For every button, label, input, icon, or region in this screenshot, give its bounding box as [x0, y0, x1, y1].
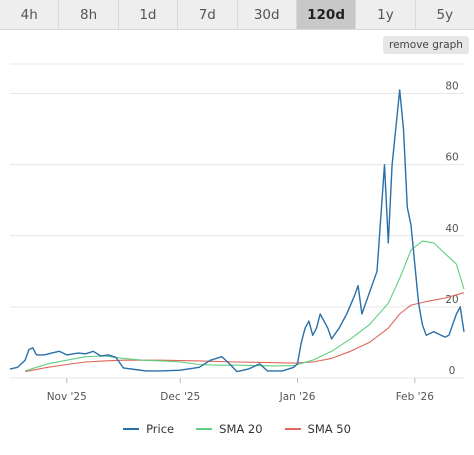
timeframe-tabs: 4h 8h 1d 7d 30d 120d 1y 5y [0, 0, 474, 30]
tab-5y[interactable]: 5y [415, 0, 474, 29]
x-tick-label: Jan '26 [279, 391, 316, 403]
y-tick-label: 80 [445, 81, 458, 93]
legend-label: Price [146, 422, 175, 436]
tab-30d[interactable]: 30d [237, 0, 297, 29]
tab-1y[interactable]: 1y [356, 0, 416, 29]
legend-label: SMA 20 [219, 422, 263, 436]
legend-swatch [284, 428, 301, 430]
tab-8h[interactable]: 8h [59, 0, 119, 29]
x-tick-label: Nov '25 [47, 391, 87, 403]
chart-legend: Price SMA 20 SMA 50 [0, 421, 474, 437]
x-axis-ticks: Nov '25 Dec '25 Jan '26 Feb '26 [47, 378, 434, 403]
tab-7d[interactable]: 7d [178, 0, 238, 29]
x-tick-label: Dec '25 [160, 391, 200, 403]
series-line-sma-20 [24, 240, 465, 372]
series-line-sma-50 [24, 292, 465, 373]
remove-graph-button[interactable]: remove graph [383, 36, 469, 54]
chart-series [9, 89, 465, 373]
series-line-price [9, 89, 465, 373]
chart-grid [10, 63, 464, 379]
legend-swatch [123, 428, 140, 430]
legend-label: SMA 50 [307, 422, 351, 436]
legend-item-sma-50[interactable]: SMA 50 [284, 421, 351, 437]
tab-4h[interactable]: 4h [0, 0, 60, 29]
x-tick-label: Feb '26 [396, 391, 434, 403]
legend-item-sma-20[interactable]: SMA 20 [196, 421, 263, 437]
tab-120d[interactable]: 120d [296, 0, 357, 29]
legend-item-price[interactable]: Price [123, 421, 174, 437]
tab-1d[interactable]: 1d [118, 0, 179, 29]
legend-swatch [196, 428, 213, 430]
y-tick-label: 0 [449, 365, 456, 377]
y-tick-label: 60 [445, 152, 458, 164]
y-tick-label: 40 [445, 223, 458, 235]
